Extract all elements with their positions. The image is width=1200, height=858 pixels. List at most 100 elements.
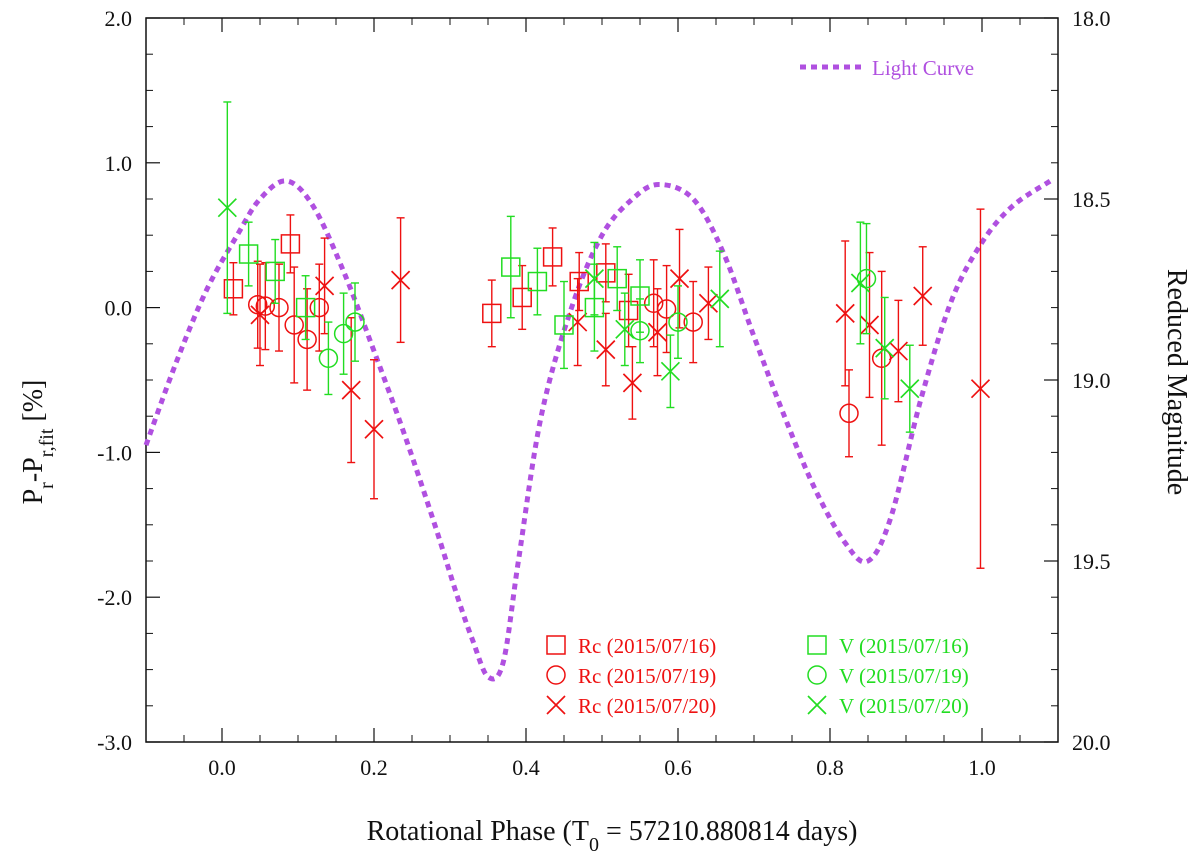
legend-marker-circle (807, 665, 827, 685)
data-points-layer (217, 101, 991, 569)
data-point-x (647, 322, 668, 342)
data-point-x-stroke (314, 276, 335, 296)
legend-marker-x (807, 695, 827, 715)
data-point-x-stroke (584, 269, 605, 289)
data-point-circle (630, 321, 650, 341)
data-point-x-stroke (900, 379, 920, 399)
y-tick-label: 2.0 (105, 6, 133, 31)
y-tick-label: 0.0 (105, 296, 133, 321)
legend-label: Rc (2015/07/16) (578, 634, 716, 658)
data-point-x-stroke (669, 269, 690, 289)
light-curve-line (143, 178, 1052, 682)
y-tick-label: -3.0 (97, 730, 132, 755)
data-point-circle (333, 323, 354, 344)
data-point-x (250, 305, 270, 325)
legend-label: V (2015/07/16) (839, 634, 969, 658)
data-point-circle (318, 348, 339, 369)
data-point-x (390, 270, 411, 290)
legend-label: Rc (2015/07/20) (578, 694, 716, 718)
data-point-circle (839, 403, 859, 424)
data-point-x (341, 380, 361, 400)
legend-marker-square (546, 635, 566, 655)
x-axis-title: Rotational Phase (T0 = 57210.880814 days… (367, 816, 858, 856)
data-point-square (265, 261, 285, 282)
data-point-square (223, 279, 244, 299)
data-point-x-stroke (913, 286, 933, 306)
x-tick-label: 0.2 (360, 755, 388, 780)
data-point-x-stroke (217, 198, 237, 218)
data-point-x (669, 269, 690, 289)
data-point-square (607, 268, 627, 289)
data-point-square (482, 303, 502, 324)
data-point-x-stroke (850, 273, 871, 293)
data-point-square (542, 247, 563, 267)
data-point-square (569, 271, 589, 292)
data-point-circle (668, 312, 688, 332)
data-point-circle (683, 312, 703, 332)
data-point-x (364, 419, 384, 439)
x-tick-label: 1.0 (968, 755, 996, 780)
y-tick-label: -2.0 (97, 585, 132, 610)
legend-marker-x-stroke (807, 695, 827, 715)
light-curve-layer (143, 178, 1052, 682)
data-point-x (660, 361, 681, 381)
data-point-x (584, 269, 605, 289)
data-point-circle (269, 297, 289, 318)
data-point-x-stroke (970, 379, 991, 399)
data-point-x-stroke (660, 361, 681, 381)
legend-marker-square (807, 635, 827, 655)
data-point-square (280, 234, 301, 254)
x-tick-label: 0.4 (512, 755, 540, 780)
data-point-square (501, 257, 521, 277)
data-point-x (970, 379, 991, 399)
data-point-x (875, 338, 895, 358)
data-point-x-stroke (698, 293, 719, 313)
data-point-x (710, 289, 730, 309)
legend-label: Rc (2015/07/19) (578, 664, 716, 688)
data-point-square (238, 244, 259, 264)
data-point-x (217, 198, 237, 218)
data-point-circle (345, 312, 365, 332)
legend-label: V (2015/07/19) (839, 664, 969, 688)
legend-light-curve-label: Light Curve (872, 56, 974, 80)
legend: Light Curve Rc (2015/07/16) Rc (2015/07/19… (546, 56, 974, 718)
legend-marker-x-stroke (546, 695, 566, 715)
data-point-x (900, 379, 920, 399)
axes-layer: 0.0 0.2 0.4 0.6 0.8 1.0 -3.0 -2.0 -1.0 0.0 1.0 2.0 1… (97, 6, 1110, 780)
data-point-x-stroke (835, 303, 855, 323)
data-point-x-stroke (615, 319, 635, 339)
x-tick-label: 0.8 (816, 755, 844, 780)
data-point-circle (297, 329, 317, 350)
y-tick-label: 1.0 (105, 151, 133, 176)
data-point-x (850, 273, 871, 293)
x-tick-label: 0.0 (208, 755, 236, 780)
y2-tick-label: 18.5 (1072, 187, 1111, 212)
y2-axis-title: Reduced Magnitude (1161, 269, 1192, 495)
y-tick-label: -1.0 (97, 440, 132, 465)
data-point-x (888, 341, 909, 361)
data-point-x (835, 303, 855, 323)
legend-label: V (2015/07/20) (839, 694, 969, 718)
y2-tick-label: 19.0 (1072, 368, 1111, 393)
data-point-x (913, 286, 933, 306)
y2-tick-label: 18.0 (1072, 6, 1111, 31)
data-point-x-stroke (364, 419, 384, 439)
data-point-x (859, 315, 880, 335)
legend-marker-x (546, 695, 566, 715)
data-point-circle (856, 268, 877, 289)
y2-tick-label: 20.0 (1072, 730, 1111, 755)
data-point-x-stroke (859, 315, 880, 335)
data-point-circle (309, 297, 330, 318)
data-point-x-stroke (390, 270, 411, 290)
data-point-square (554, 315, 574, 335)
data-point-x (615, 319, 635, 339)
data-point-circle (643, 293, 664, 314)
data-point-x-stroke (710, 289, 730, 309)
data-point-square (527, 271, 548, 292)
data-point-x (596, 339, 616, 360)
data-point-square (596, 263, 616, 283)
data-point-x (314, 276, 335, 296)
data-point-x-stroke (888, 341, 909, 361)
data-point-x (698, 293, 719, 313)
